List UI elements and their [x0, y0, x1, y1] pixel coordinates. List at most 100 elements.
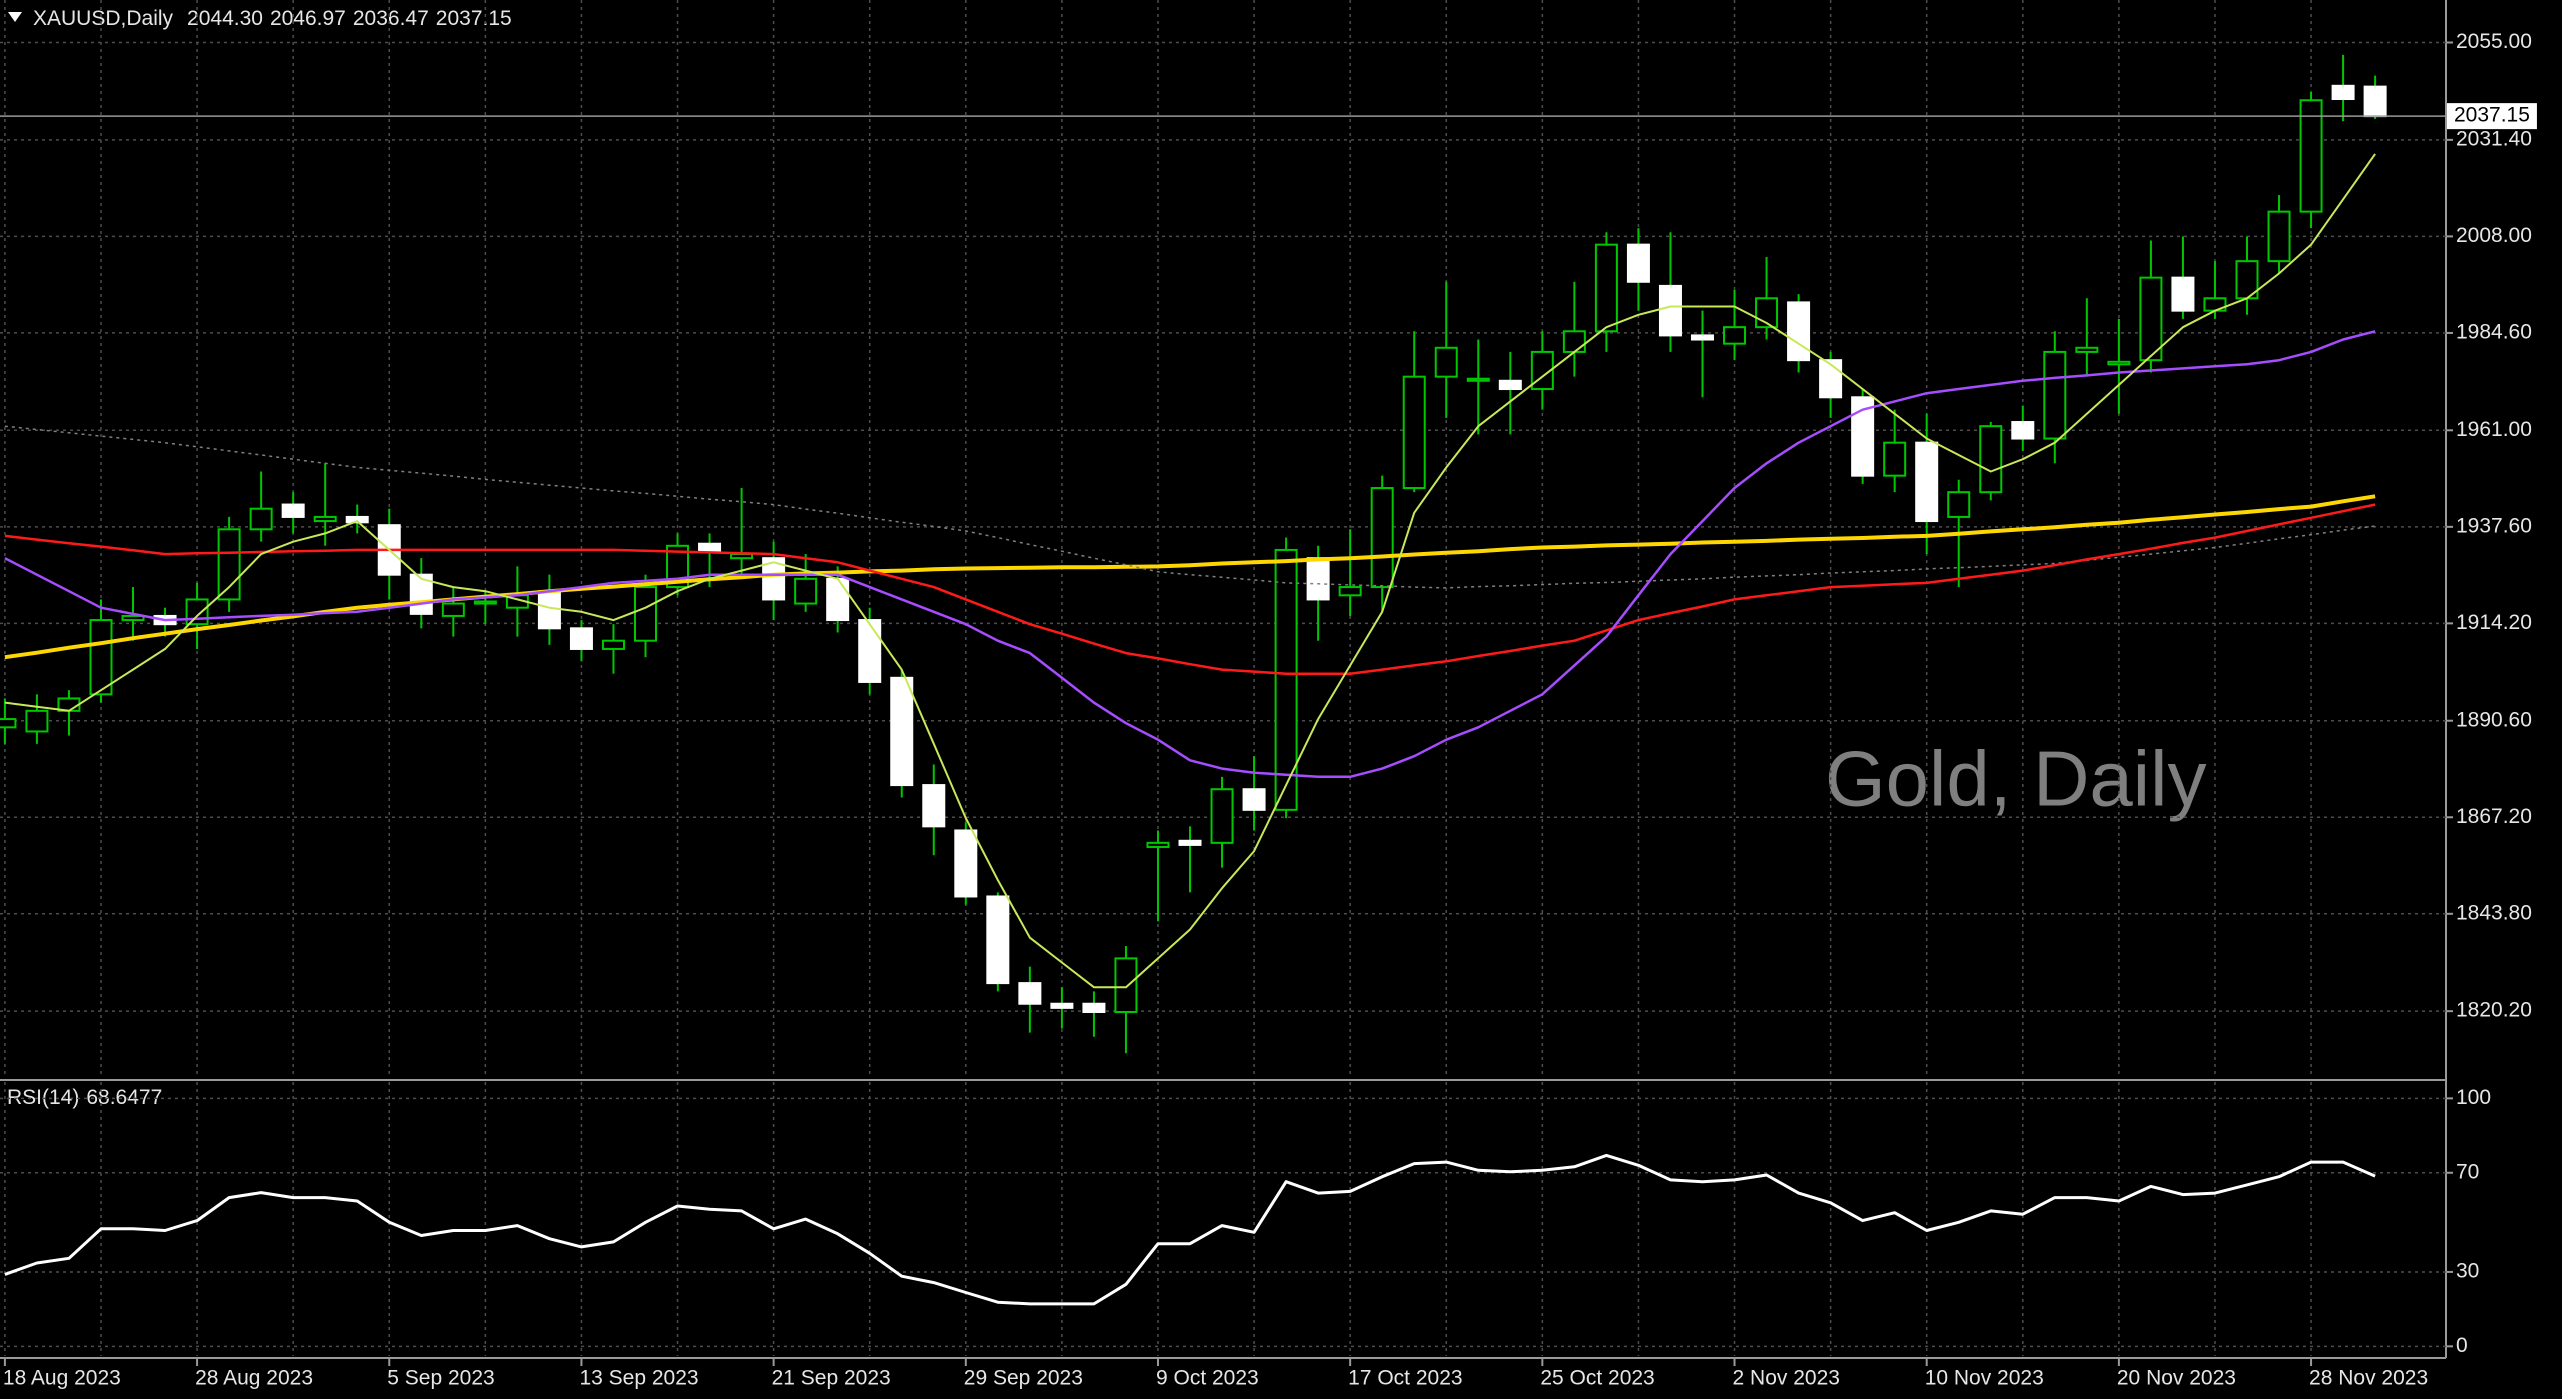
candle-body [313, 515, 337, 523]
candle-body [794, 577, 818, 605]
x-tick-label: 25 Oct 2023 [1540, 1367, 1654, 1390]
candle-body [1018, 982, 1042, 1005]
candle-body [1242, 788, 1266, 811]
candle-body [0, 718, 17, 729]
candle-body [2139, 276, 2163, 362]
candle-body [473, 600, 497, 605]
x-tick-label: 10 Nov 2023 [1925, 1367, 2044, 1390]
candle-body [2011, 421, 2035, 440]
candle-body [2299, 99, 2323, 213]
y-tick-label: 0 [2456, 1334, 2468, 1357]
chart-header: XAUUSD,Daily 2044.30 2046.97 2036.47 2037.15 [33, 7, 512, 30]
candle-body [441, 602, 465, 617]
rsi-value: 68.6477 [86, 1086, 162, 1109]
candle-body [826, 577, 850, 622]
x-tick-label: 29 Sep 2023 [964, 1367, 1083, 1390]
candle-body [1306, 557, 1330, 601]
candle-body [89, 619, 113, 696]
candle-body [730, 553, 754, 560]
x-tick-label: 13 Sep 2023 [579, 1367, 698, 1390]
candle-body [1146, 841, 1170, 848]
rsi-title: RSI(14) [7, 1086, 79, 1109]
y-tick-label: 1937.60 [2456, 514, 2532, 537]
x-tick-label: 18 Aug 2023 [3, 1367, 121, 1390]
candle-body [1370, 487, 1394, 589]
y-tick-label: 100 [2456, 1086, 2491, 1109]
candle-body [2171, 276, 2195, 312]
candle-body [1274, 548, 1298, 811]
candle-body [1787, 301, 1811, 362]
candle-body [121, 614, 145, 622]
x-tick-label: 20 Nov 2023 [2117, 1367, 2236, 1390]
candle-body [2331, 84, 2355, 101]
candle-body [1050, 1002, 1074, 1009]
y-tick-label: 1961.00 [2456, 418, 2532, 441]
candle-body [569, 627, 593, 650]
y-tick-label: 2055.00 [2456, 30, 2532, 53]
candle-body [1466, 377, 1490, 382]
y-tick-label: 1890.60 [2456, 708, 2532, 731]
x-tick-label: 9 Oct 2023 [1156, 1367, 1259, 1390]
x-tick-label: 28 Nov 2023 [2309, 1367, 2428, 1390]
high-label: 2046.97 [270, 7, 346, 30]
candle-body [1594, 243, 1618, 333]
y-tick-label: 1867.20 [2456, 805, 2532, 828]
open-label: 2044.30 [187, 7, 263, 30]
x-tick-label: 28 Aug 2023 [195, 1367, 313, 1390]
candle-body [1690, 334, 1714, 341]
candle-body [1883, 441, 1907, 477]
x-tick-label: 5 Sep 2023 [387, 1367, 494, 1390]
candle-body [2267, 210, 2291, 263]
candle-body [1402, 375, 1426, 490]
moving-average-line [4, 503, 2376, 675]
current-price-label: 2037.15 [2454, 104, 2530, 127]
y-tick-label: 2031.40 [2456, 127, 2532, 150]
candle-body [185, 598, 209, 626]
candle-body [1210, 788, 1234, 844]
moving-average-line [4, 330, 2376, 779]
y-tick-label: 1914.20 [2456, 611, 2532, 634]
rsi-header: RSI(14) 68.6477 [7, 1086, 162, 1109]
candle-body [249, 507, 273, 531]
low-label: 2036.47 [353, 7, 429, 30]
candle-body [1434, 346, 1458, 378]
candle-body [634, 586, 657, 642]
y-tick-label: 30 [2456, 1259, 2479, 1282]
y-tick-label: 1984.60 [2456, 320, 2532, 343]
candle-body [1338, 586, 1362, 597]
candle-body [1851, 396, 1875, 477]
candle-body [1626, 243, 1650, 283]
collapse-arrow[interactable] [8, 12, 22, 22]
candle-body [1723, 326, 1747, 345]
candle-body [1114, 957, 1138, 1013]
candle-body [1498, 379, 1522, 391]
candle-body [986, 895, 1010, 985]
symbol-title: XAUUSD,Daily [33, 7, 174, 30]
candle-body [954, 829, 978, 898]
candle-body [1082, 1002, 1106, 1013]
candle-body [762, 557, 786, 601]
candle-body [2107, 360, 2131, 366]
candle-body [1819, 359, 1843, 399]
y-tick-label: 1843.80 [2456, 901, 2532, 924]
candle-body [2075, 346, 2099, 353]
candle-body [2363, 85, 2387, 118]
candle-body [666, 544, 690, 589]
candle-body [1658, 284, 1682, 337]
candle-body [1947, 491, 1971, 518]
x-tick-label: 17 Oct 2023 [1348, 1367, 1462, 1390]
candle-body [281, 503, 305, 518]
close-label: 2037.15 [436, 7, 512, 30]
x-tick-label: 21 Sep 2023 [772, 1367, 891, 1390]
candle-body [890, 676, 914, 787]
y-tick-label: 1820.20 [2456, 999, 2532, 1022]
y-tick-label: 2008.00 [2456, 224, 2532, 247]
current-price-box [2447, 103, 2537, 130]
y-tick-label: 70 [2456, 1160, 2479, 1183]
candle-body [1562, 330, 1586, 353]
candle-body [601, 639, 625, 650]
candle-body [922, 784, 946, 828]
x-tick-label: 2 Nov 2023 [1733, 1367, 1840, 1390]
candle-body [1979, 425, 2003, 494]
